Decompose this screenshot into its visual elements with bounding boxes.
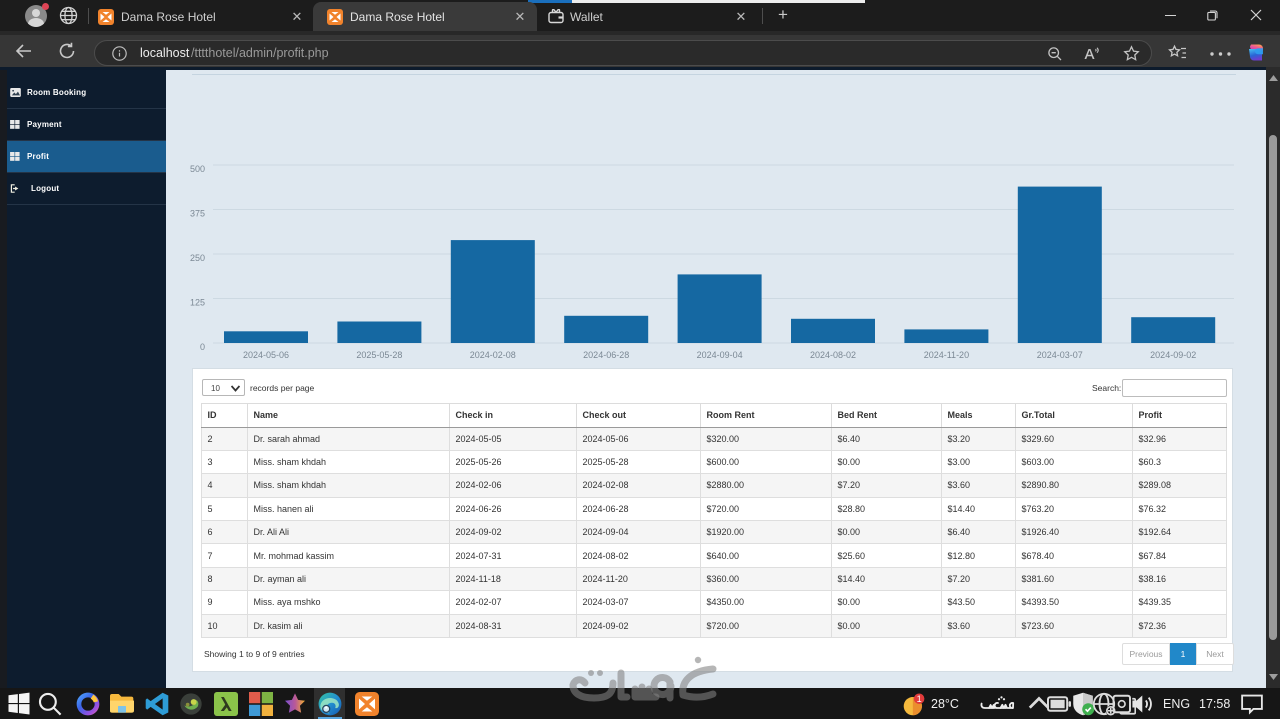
svg-text:2024-05-06: 2024-05-06 bbox=[243, 350, 289, 360]
svg-text:125: 125 bbox=[190, 298, 205, 308]
svg-text:0: 0 bbox=[200, 342, 205, 352]
svg-text:2024-02-08: 2024-02-08 bbox=[470, 350, 516, 360]
svg-text:1: 1 bbox=[917, 694, 922, 704]
svg-text:2024-03-07: 2024-03-07 bbox=[1037, 350, 1083, 360]
svg-text:375: 375 bbox=[190, 209, 205, 219]
svg-text:2024-08-02: 2024-08-02 bbox=[810, 350, 856, 360]
svg-text:2024-11-20: 2024-11-20 bbox=[924, 350, 969, 360]
svg-text:250: 250 bbox=[190, 253, 205, 263]
svg-text:2024-09-04: 2024-09-04 bbox=[697, 350, 743, 360]
svg-text:500: 500 bbox=[190, 164, 205, 174]
svg-text:2025-05-28: 2025-05-28 bbox=[356, 350, 402, 360]
svg-text:2024-06-28: 2024-06-28 bbox=[583, 350, 629, 360]
svg-text:2024-09-02: 2024-09-02 bbox=[1150, 350, 1196, 360]
